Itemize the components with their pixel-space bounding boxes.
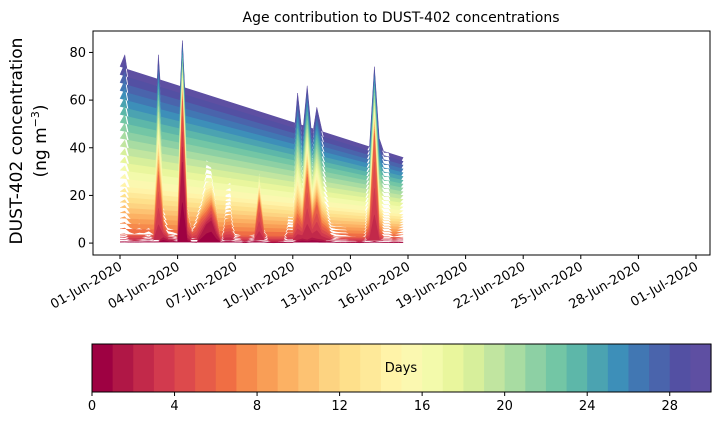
colorbar-segment (236, 344, 258, 392)
stacked-areas (119, 40, 404, 244)
colorbar-segment (504, 344, 526, 392)
y-axis-label-line2: (ng m−3) (29, 104, 51, 177)
colorbar-segment (380, 344, 403, 392)
colorbar-segment (215, 344, 238, 392)
colorbar-segment (525, 344, 547, 392)
y-tick-label: 80 (69, 46, 86, 61)
colorbar-segment (112, 344, 134, 392)
colorbar-segment (649, 344, 671, 392)
y-tick-label: 20 (69, 189, 86, 204)
chart-title: Age contribution to DUST-402 concentrati… (243, 10, 560, 26)
colorbar-segment (628, 344, 650, 392)
colorbar-tick-label: 12 (331, 399, 348, 414)
colorbar-segment (566, 344, 588, 392)
colorbar-segment (463, 344, 485, 392)
colorbar-tick-label: 28 (661, 399, 678, 414)
colorbar-tick-label: 16 (414, 399, 431, 414)
colorbar-segment (545, 344, 568, 392)
colorbar-segment (484, 344, 506, 392)
colorbar-segment (174, 344, 196, 392)
colorbar-segment (669, 344, 691, 392)
y-tick-label: 40 (69, 141, 86, 156)
colorbar-tick-label: 8 (253, 399, 261, 414)
colorbar-ticks: 0 4 8 12 16 20 24 28 (88, 392, 678, 414)
colorbar-segment (195, 344, 217, 392)
colorbar-segment (401, 344, 423, 392)
colorbar-frame (91, 343, 712, 393)
colorbar-segment (277, 344, 299, 392)
colorbar-segment (318, 344, 341, 392)
colorbar-segment (442, 344, 464, 392)
colorbar-tick-label: 4 (170, 399, 178, 414)
x-axis-ticks: 01-Jun-202004-Jun-202007-Jun-202010-Jun-… (48, 255, 701, 312)
colorbar-segment (92, 344, 114, 392)
colorbar-tick-label: 0 (88, 399, 96, 414)
area-band-day-2 (119, 146, 404, 243)
colorbar-segment (257, 344, 279, 392)
colorbar-tick-label: 24 (579, 399, 596, 414)
colorbar-segment (422, 344, 444, 392)
colorbar-segment (360, 344, 382, 392)
colorbar-segment (298, 344, 320, 392)
area-band-day-1 (119, 162, 404, 243)
colorbar-segment (339, 344, 361, 392)
colorbar-segment (153, 344, 176, 392)
colorbar-segment (587, 344, 609, 392)
colorbar (92, 344, 712, 392)
y-axis-label-line1: DUST-402 concentration (7, 38, 27, 245)
area-band-day-0 (119, 202, 404, 244)
colorbar-segment (607, 344, 630, 392)
colorbar-segment (133, 344, 155, 392)
y-axis-ticks: 0 20 40 60 80 (69, 46, 93, 252)
y-tick-label: 60 (69, 94, 86, 109)
y-axis-label: DUST-402 concentration (ng m−3) (7, 38, 51, 245)
colorbar-segment (690, 344, 712, 392)
plot-frame (92, 30, 711, 256)
colorbar-tick-label: 20 (496, 399, 513, 414)
colorbar-label: Days (385, 361, 418, 376)
y-tick-label: 0 (78, 237, 86, 252)
